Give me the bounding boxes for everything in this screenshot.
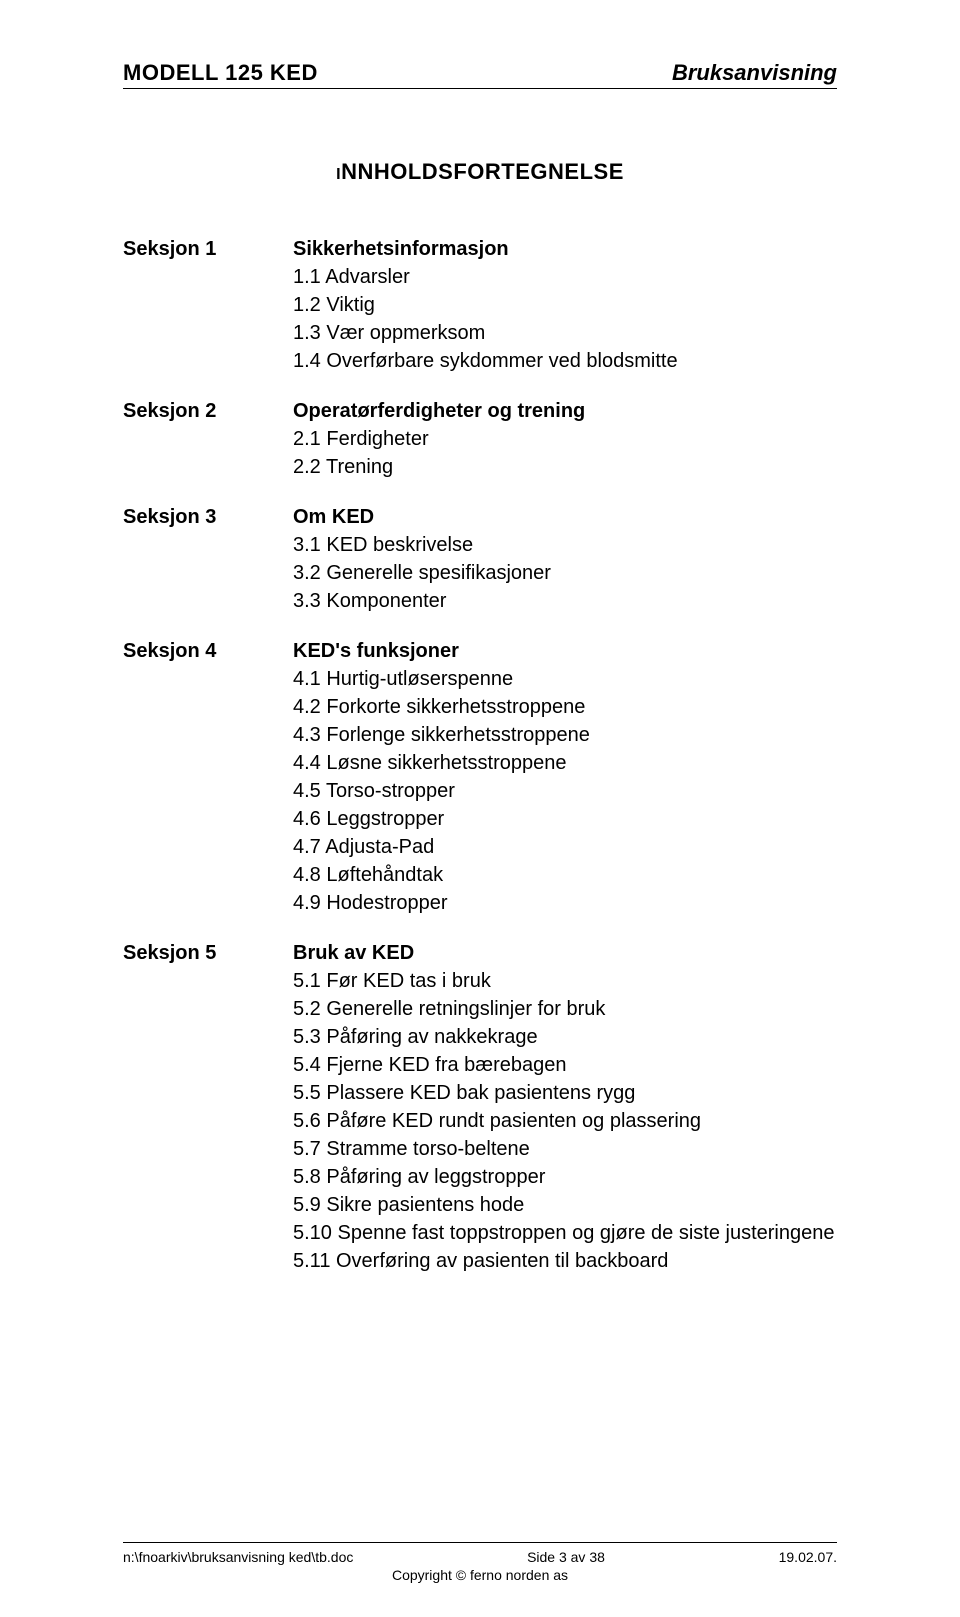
toc-item: 4.9 Hodestropper bbox=[293, 889, 837, 917]
toc-item: 5.9 Sikre pasientens hode bbox=[293, 1191, 837, 1219]
footer-path: n:\fnoarkiv\bruksanvisning ked\tb.doc bbox=[123, 1549, 353, 1565]
toc-item: 2.1 Ferdigheter bbox=[293, 425, 837, 453]
section-label: Seksjon 4 bbox=[123, 637, 293, 939]
toc-item: 4.4 Løsne sikkerhetsstroppene bbox=[293, 749, 837, 777]
toc-item: 4.6 Leggstropper bbox=[293, 805, 837, 833]
page-footer: n:\fnoarkiv\bruksanvisning ked\tb.doc Si… bbox=[0, 1542, 960, 1583]
section-body: KED's funksjoner 4.1 Hurtig-utløserspenn… bbox=[293, 637, 837, 939]
footer-rule bbox=[123, 1542, 837, 1543]
toc-item: 5.4 Fjerne KED fra bærebagen bbox=[293, 1051, 837, 1079]
toc-item: 4.3 Forlenge sikkerhetsstroppene bbox=[293, 721, 837, 749]
section-heading: Operatørferdigheter og trening bbox=[293, 400, 585, 422]
toc-item: 5.11 Overføring av pasienten til backboa… bbox=[293, 1247, 837, 1275]
footer-copyright: Copyright © ferno norden as bbox=[123, 1567, 837, 1583]
footer-date: 19.02.07. bbox=[779, 1549, 837, 1565]
section-label: Seksjon 1 bbox=[123, 235, 293, 397]
page-header: MODELL 125 KED Bruksanvisning bbox=[123, 60, 837, 86]
footer-page-number: Side 3 av 38 bbox=[527, 1549, 605, 1565]
section-heading: Om KED bbox=[293, 506, 374, 528]
toc-item: 1.2 Viktig bbox=[293, 291, 837, 319]
toc-item: 5.2 Generelle retningslinjer for bruk bbox=[293, 995, 837, 1023]
toc-item: 5.7 Stramme torso-beltene bbox=[293, 1135, 837, 1163]
section-body: Operatørferdigheter og trening 2.1 Ferdi… bbox=[293, 397, 837, 503]
toc-item: 4.7 Adjusta-Pad bbox=[293, 833, 837, 861]
section-heading: Sikkerhetsinformasjon bbox=[293, 238, 509, 260]
table-of-contents: Seksjon 1 Sikkerhetsinformasjon 1.1 Adva… bbox=[123, 235, 837, 1297]
toc-item: 5.5 Plassere KED bak pasientens rygg bbox=[293, 1079, 837, 1107]
toc-item: 4.1 Hurtig-utløserspenne bbox=[293, 665, 837, 693]
header-doc-type: Bruksanvisning bbox=[672, 60, 837, 86]
toc-item: 1.4 Overførbare sykdommer ved blodsmitte bbox=[293, 347, 837, 375]
header-rule bbox=[123, 88, 837, 89]
toc-item: 4.8 Løftehåndtak bbox=[293, 861, 837, 889]
section-label: Seksjon 3 bbox=[123, 503, 293, 637]
toc-item: 1.1 Advarsler bbox=[293, 263, 837, 291]
section-body: Om KED 3.1 KED beskrivelse 3.2 Generelle… bbox=[293, 503, 837, 637]
toc-item: 5.10 Spenne fast toppstroppen og gjøre d… bbox=[293, 1219, 837, 1247]
toc-item: 5.8 Påføring av leggstropper bbox=[293, 1163, 837, 1191]
section-label: Seksjon 2 bbox=[123, 397, 293, 503]
section-body: Bruk av KED 5.1 Før KED tas i bruk 5.2 G… bbox=[293, 939, 837, 1297]
section-heading: Bruk av KED bbox=[293, 942, 414, 964]
toc-title: INNHOLDSFORTEGNELSE bbox=[123, 159, 837, 185]
toc-item: 3.2 Generelle spesifikasjoner bbox=[293, 559, 837, 587]
section-label: Seksjon 5 bbox=[123, 939, 293, 1297]
page: MODELL 125 KED Bruksanvisning INNHOLDSFO… bbox=[0, 0, 960, 1617]
toc-item: 4.2 Forkorte sikkerhetsstroppene bbox=[293, 693, 837, 721]
toc-item: 2.2 Trening bbox=[293, 453, 837, 481]
toc-item: 4.5 Torso-stropper bbox=[293, 777, 837, 805]
footer-row: n:\fnoarkiv\bruksanvisning ked\tb.doc Si… bbox=[123, 1549, 837, 1565]
toc-item: 5.1 Før KED tas i bruk bbox=[293, 967, 837, 995]
toc-item: 1.3 Vær oppmerksom bbox=[293, 319, 837, 347]
toc-item: 5.6 Påføre KED rundt pasienten og plasse… bbox=[293, 1107, 837, 1135]
section-body: Sikkerhetsinformasjon 1.1 Advarsler 1.2 … bbox=[293, 235, 837, 397]
header-model: MODELL 125 KED bbox=[123, 60, 318, 86]
toc-item: 3.1 KED beskrivelse bbox=[293, 531, 837, 559]
section-heading: KED's funksjoner bbox=[293, 640, 459, 662]
toc-item: 3.3 Komponenter bbox=[293, 587, 837, 615]
toc-item: 5.3 Påføring av nakkekrage bbox=[293, 1023, 837, 1051]
